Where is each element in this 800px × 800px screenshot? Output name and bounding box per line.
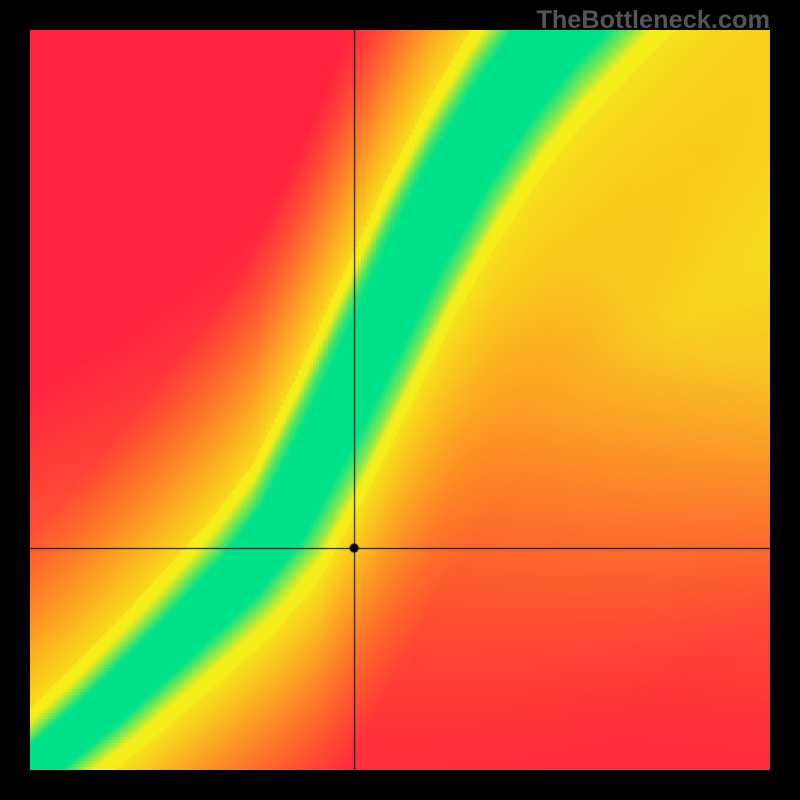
watermark-text: TheBottleneck.com [536, 6, 770, 35]
bottleneck-heatmap [30, 30, 770, 770]
chart-container: TheBottleneck.com [0, 0, 800, 800]
